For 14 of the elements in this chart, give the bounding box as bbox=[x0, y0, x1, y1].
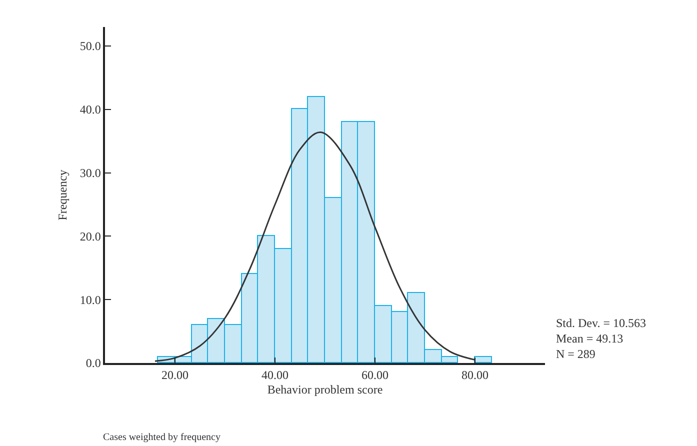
text: Cases weighted by frequency bbox=[103, 432, 220, 443]
text: Std. Dev. = 10.563 Mean = 49.13 N = 289 bbox=[556, 316, 646, 362]
x-axis-title: Behavior problem score bbox=[267, 382, 383, 397]
y-tick-label: 50.0 bbox=[80, 39, 101, 54]
x-tick-label: 60.00 bbox=[362, 368, 388, 382]
x-tick-label: 80.00 bbox=[462, 368, 488, 382]
x-tick-label: 40.00 bbox=[262, 368, 288, 382]
y-tick-label: 40.0 bbox=[80, 102, 101, 117]
y-tick-label: 30.0 bbox=[80, 166, 101, 180]
y-tick-label: 0.0 bbox=[86, 356, 101, 370]
y-tick-label: 20.0 bbox=[80, 229, 101, 244]
y-axis-title: Frequency bbox=[56, 170, 70, 220]
y-tick-label: 10.0 bbox=[80, 292, 101, 307]
x-tick-label: 20.00 bbox=[162, 368, 188, 382]
